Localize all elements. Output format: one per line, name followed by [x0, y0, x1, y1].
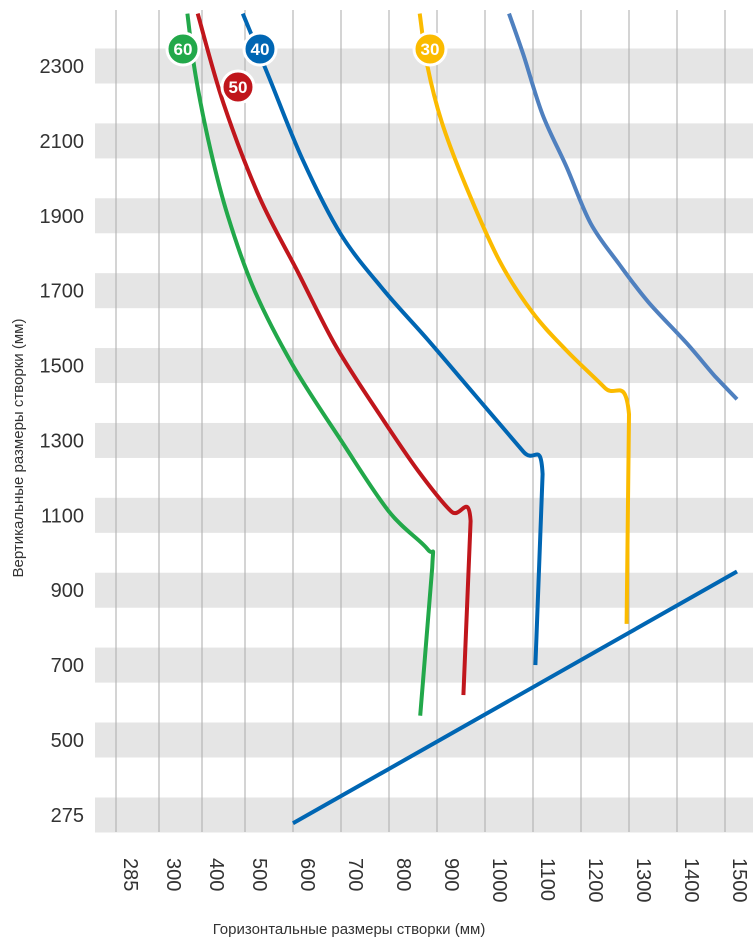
- series-badge-40: 40: [242, 31, 278, 67]
- y-axis-label: Вертикальные размеры створки (мм): [10, 319, 27, 578]
- x-tick-label-285: 285: [119, 858, 141, 891]
- y-tick-layer: 275 500 700 900 1100 1300 1500 1700 1900 2100 2300: [40, 56, 85, 827]
- y-tick-label-2100: 2100: [40, 131, 85, 153]
- y-band-2100: [95, 123, 753, 159]
- series-line-40: [240, 12, 545, 666]
- series-line-50: [195, 13, 473, 696]
- y-tick-label-2300: 2300: [40, 56, 85, 78]
- y-tick-label-1100: 1100: [41, 505, 84, 527]
- x-tick-label-500: 500: [248, 858, 270, 891]
- series-badge-label-50: 50: [229, 78, 248, 97]
- y-band-1500: [95, 348, 753, 384]
- x-tick-label-1000: 1000: [488, 858, 510, 903]
- series-badge-circle-40: [242, 31, 278, 67]
- y-band-1900: [95, 198, 753, 234]
- x-tick-label-1400: 1400: [680, 858, 702, 903]
- x-axis-label: Горизонтальные размеры створки (мм): [213, 921, 486, 938]
- y-tick-label-1500: 1500: [40, 356, 85, 378]
- series-line-60: [185, 13, 436, 716]
- series-badge-circle-50: [220, 69, 256, 105]
- x-tick-label-900: 900: [440, 858, 462, 891]
- series-line-30: [417, 13, 631, 624]
- series-badge-circle-60: [165, 31, 201, 67]
- x-tick-label-1500: 1500: [728, 858, 750, 903]
- y-tick-label-900: 900: [51, 580, 84, 602]
- x-tick-layer: 285 300 400 500 600 700 800 900 1000 1100 1200 1300…: [119, 858, 750, 903]
- y-band-1100: [95, 497, 753, 533]
- series-badge-60: 60: [165, 31, 201, 67]
- x-tick-label-1200: 1200: [584, 858, 606, 903]
- series-badge-label-30: 30: [421, 40, 440, 59]
- x-tick-label-800: 800: [392, 858, 414, 891]
- y-tick-label-1900: 1900: [40, 206, 85, 228]
- x-tick-label-1100: 1100: [536, 858, 558, 901]
- band-layer: [95, 48, 753, 833]
- series-line-unlabeled-5: [292, 569, 738, 826]
- series-badge-label-40: 40: [251, 40, 270, 59]
- y-band-275: [95, 797, 753, 833]
- x-tick-label-300: 300: [162, 858, 184, 891]
- y-tick-label-1300: 1300: [40, 430, 85, 452]
- y-band-1700: [95, 273, 753, 309]
- x-tick-label-600: 600: [296, 858, 318, 891]
- series-badge-label-60: 60: [174, 40, 193, 59]
- y-band-500: [95, 722, 753, 758]
- y-tick-label-1700: 1700: [40, 281, 85, 303]
- x-tick-label-700: 700: [344, 858, 366, 891]
- y-tick-label-700: 700: [51, 655, 84, 677]
- series-line-unlabeled-4: [507, 12, 739, 401]
- y-tick-label-500: 500: [51, 730, 84, 752]
- x-tick-label-400: 400: [205, 858, 227, 891]
- series-layer: [185, 12, 739, 826]
- x-tick-label-1300: 1300: [632, 858, 654, 903]
- y-tick-label-275: 275: [51, 805, 84, 827]
- y-band-1300: [95, 422, 753, 458]
- series-badge-30: 30: [412, 31, 448, 67]
- y-band-900: [95, 572, 753, 608]
- series-badge-50: 50: [220, 69, 256, 105]
- series-badge-circle-30: [412, 31, 448, 67]
